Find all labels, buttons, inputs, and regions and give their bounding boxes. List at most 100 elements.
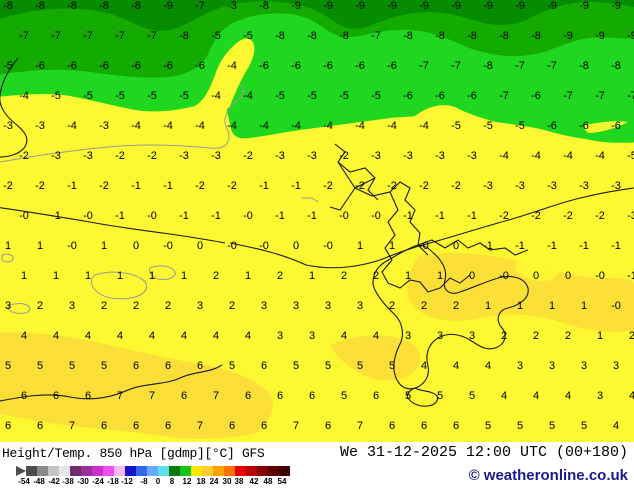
svg-text:6: 6 xyxy=(133,360,139,372)
svg-text:-5: -5 xyxy=(211,30,221,42)
svg-text:5: 5 xyxy=(101,360,107,372)
svg-text:-3: -3 xyxy=(179,150,189,162)
svg-text:2: 2 xyxy=(533,330,539,342)
svg-text:6: 6 xyxy=(53,390,59,402)
svg-text:-1: -1 xyxy=(275,210,285,222)
svg-text:5: 5 xyxy=(485,420,491,432)
svg-text:1: 1 xyxy=(101,240,107,252)
svg-text:5: 5 xyxy=(293,360,299,372)
svg-text:-0: -0 xyxy=(163,240,173,252)
svg-text:-0: -0 xyxy=(147,210,157,222)
svg-text:-6: -6 xyxy=(259,60,269,72)
svg-text:-3: -3 xyxy=(3,120,13,132)
svg-text:-6: -6 xyxy=(323,60,333,72)
svg-text:2: 2 xyxy=(277,270,283,282)
svg-text:6: 6 xyxy=(197,360,203,372)
svg-text:-5: -5 xyxy=(243,30,253,42)
svg-text:-6: -6 xyxy=(579,120,589,132)
svg-text:-1: -1 xyxy=(211,210,221,222)
svg-text:4: 4 xyxy=(629,390,634,402)
svg-text:-7: -7 xyxy=(515,60,525,72)
svg-text:-5: -5 xyxy=(515,120,525,132)
svg-text:-9: -9 xyxy=(323,0,333,12)
svg-text:2: 2 xyxy=(133,300,139,312)
svg-text:4: 4 xyxy=(421,360,427,372)
svg-text:0: 0 xyxy=(133,240,139,252)
svg-text:-2: -2 xyxy=(243,150,253,162)
svg-text:6: 6 xyxy=(245,390,251,402)
svg-text:-3: -3 xyxy=(99,120,109,132)
svg-text:4: 4 xyxy=(245,330,251,342)
svg-text:-5: -5 xyxy=(627,150,634,162)
svg-text:-8: -8 xyxy=(611,60,621,72)
svg-text:-4: -4 xyxy=(531,150,541,162)
svg-text:5: 5 xyxy=(229,360,235,372)
svg-text:-5: -5 xyxy=(3,60,13,72)
svg-text:3: 3 xyxy=(405,330,411,342)
svg-text:1: 1 xyxy=(389,240,395,252)
svg-text:5: 5 xyxy=(469,390,475,402)
svg-text:1: 1 xyxy=(597,330,603,342)
svg-text:1: 1 xyxy=(37,240,43,252)
svg-text:6: 6 xyxy=(21,390,27,402)
svg-text:-8: -8 xyxy=(483,60,493,72)
svg-text:6: 6 xyxy=(229,420,235,432)
svg-text:4: 4 xyxy=(501,390,507,402)
svg-text:-3: -3 xyxy=(83,150,93,162)
svg-text:5: 5 xyxy=(325,360,331,372)
svg-text:-3: -3 xyxy=(275,150,285,162)
svg-text:7: 7 xyxy=(149,390,155,402)
svg-text:0: 0 xyxy=(533,270,539,282)
svg-text:3: 3 xyxy=(517,360,523,372)
svg-text:-9: -9 xyxy=(419,0,429,12)
svg-text:-7: -7 xyxy=(563,90,573,102)
svg-text:-1: -1 xyxy=(435,210,445,222)
svg-text:7: 7 xyxy=(293,420,299,432)
svg-text:-9: -9 xyxy=(563,30,573,42)
svg-text:1: 1 xyxy=(245,270,251,282)
svg-text:-4: -4 xyxy=(227,120,237,132)
svg-text:3: 3 xyxy=(325,300,331,312)
svg-text:3: 3 xyxy=(309,330,315,342)
svg-text:6: 6 xyxy=(373,390,379,402)
svg-text:1: 1 xyxy=(517,300,523,312)
svg-text:6: 6 xyxy=(37,420,43,432)
svg-text:-7: -7 xyxy=(419,60,429,72)
svg-text:-9: -9 xyxy=(355,0,365,12)
svg-text:6: 6 xyxy=(421,420,427,432)
svg-text:-6: -6 xyxy=(163,60,173,72)
svg-text:2: 2 xyxy=(453,300,459,312)
svg-text:5: 5 xyxy=(5,360,11,372)
svg-text:2: 2 xyxy=(389,300,395,312)
svg-text:-8: -8 xyxy=(179,30,189,42)
svg-text:3: 3 xyxy=(293,300,299,312)
svg-text:-4: -4 xyxy=(595,150,605,162)
svg-text:-4: -4 xyxy=(323,120,333,132)
svg-text:-1: -1 xyxy=(515,240,525,252)
svg-text:-6: -6 xyxy=(131,60,141,72)
svg-text:-1: -1 xyxy=(131,180,141,192)
svg-text:1: 1 xyxy=(485,300,491,312)
svg-text:-4: -4 xyxy=(195,120,205,132)
svg-text:6: 6 xyxy=(133,420,139,432)
svg-text:-2: -2 xyxy=(563,210,573,222)
svg-text:4: 4 xyxy=(117,330,123,342)
svg-text:-7: -7 xyxy=(115,30,125,42)
svg-text:-8: -8 xyxy=(467,30,477,42)
svg-text:-8: -8 xyxy=(403,30,413,42)
svg-text:2: 2 xyxy=(101,300,107,312)
svg-text:-1: -1 xyxy=(483,240,493,252)
svg-text:2: 2 xyxy=(213,270,219,282)
svg-text:-2: -2 xyxy=(227,180,237,192)
svg-text:7: 7 xyxy=(357,420,363,432)
svg-text:-8: -8 xyxy=(307,30,317,42)
svg-text:-5: -5 xyxy=(115,90,125,102)
svg-text:-7: -7 xyxy=(19,30,29,42)
svg-text:-8: -8 xyxy=(99,0,109,12)
svg-text:-9: -9 xyxy=(547,0,557,12)
svg-text:3: 3 xyxy=(597,390,603,402)
svg-text:1: 1 xyxy=(181,270,187,282)
svg-text:2: 2 xyxy=(37,300,43,312)
svg-text:-2: -2 xyxy=(595,210,605,222)
svg-text:4: 4 xyxy=(453,360,459,372)
